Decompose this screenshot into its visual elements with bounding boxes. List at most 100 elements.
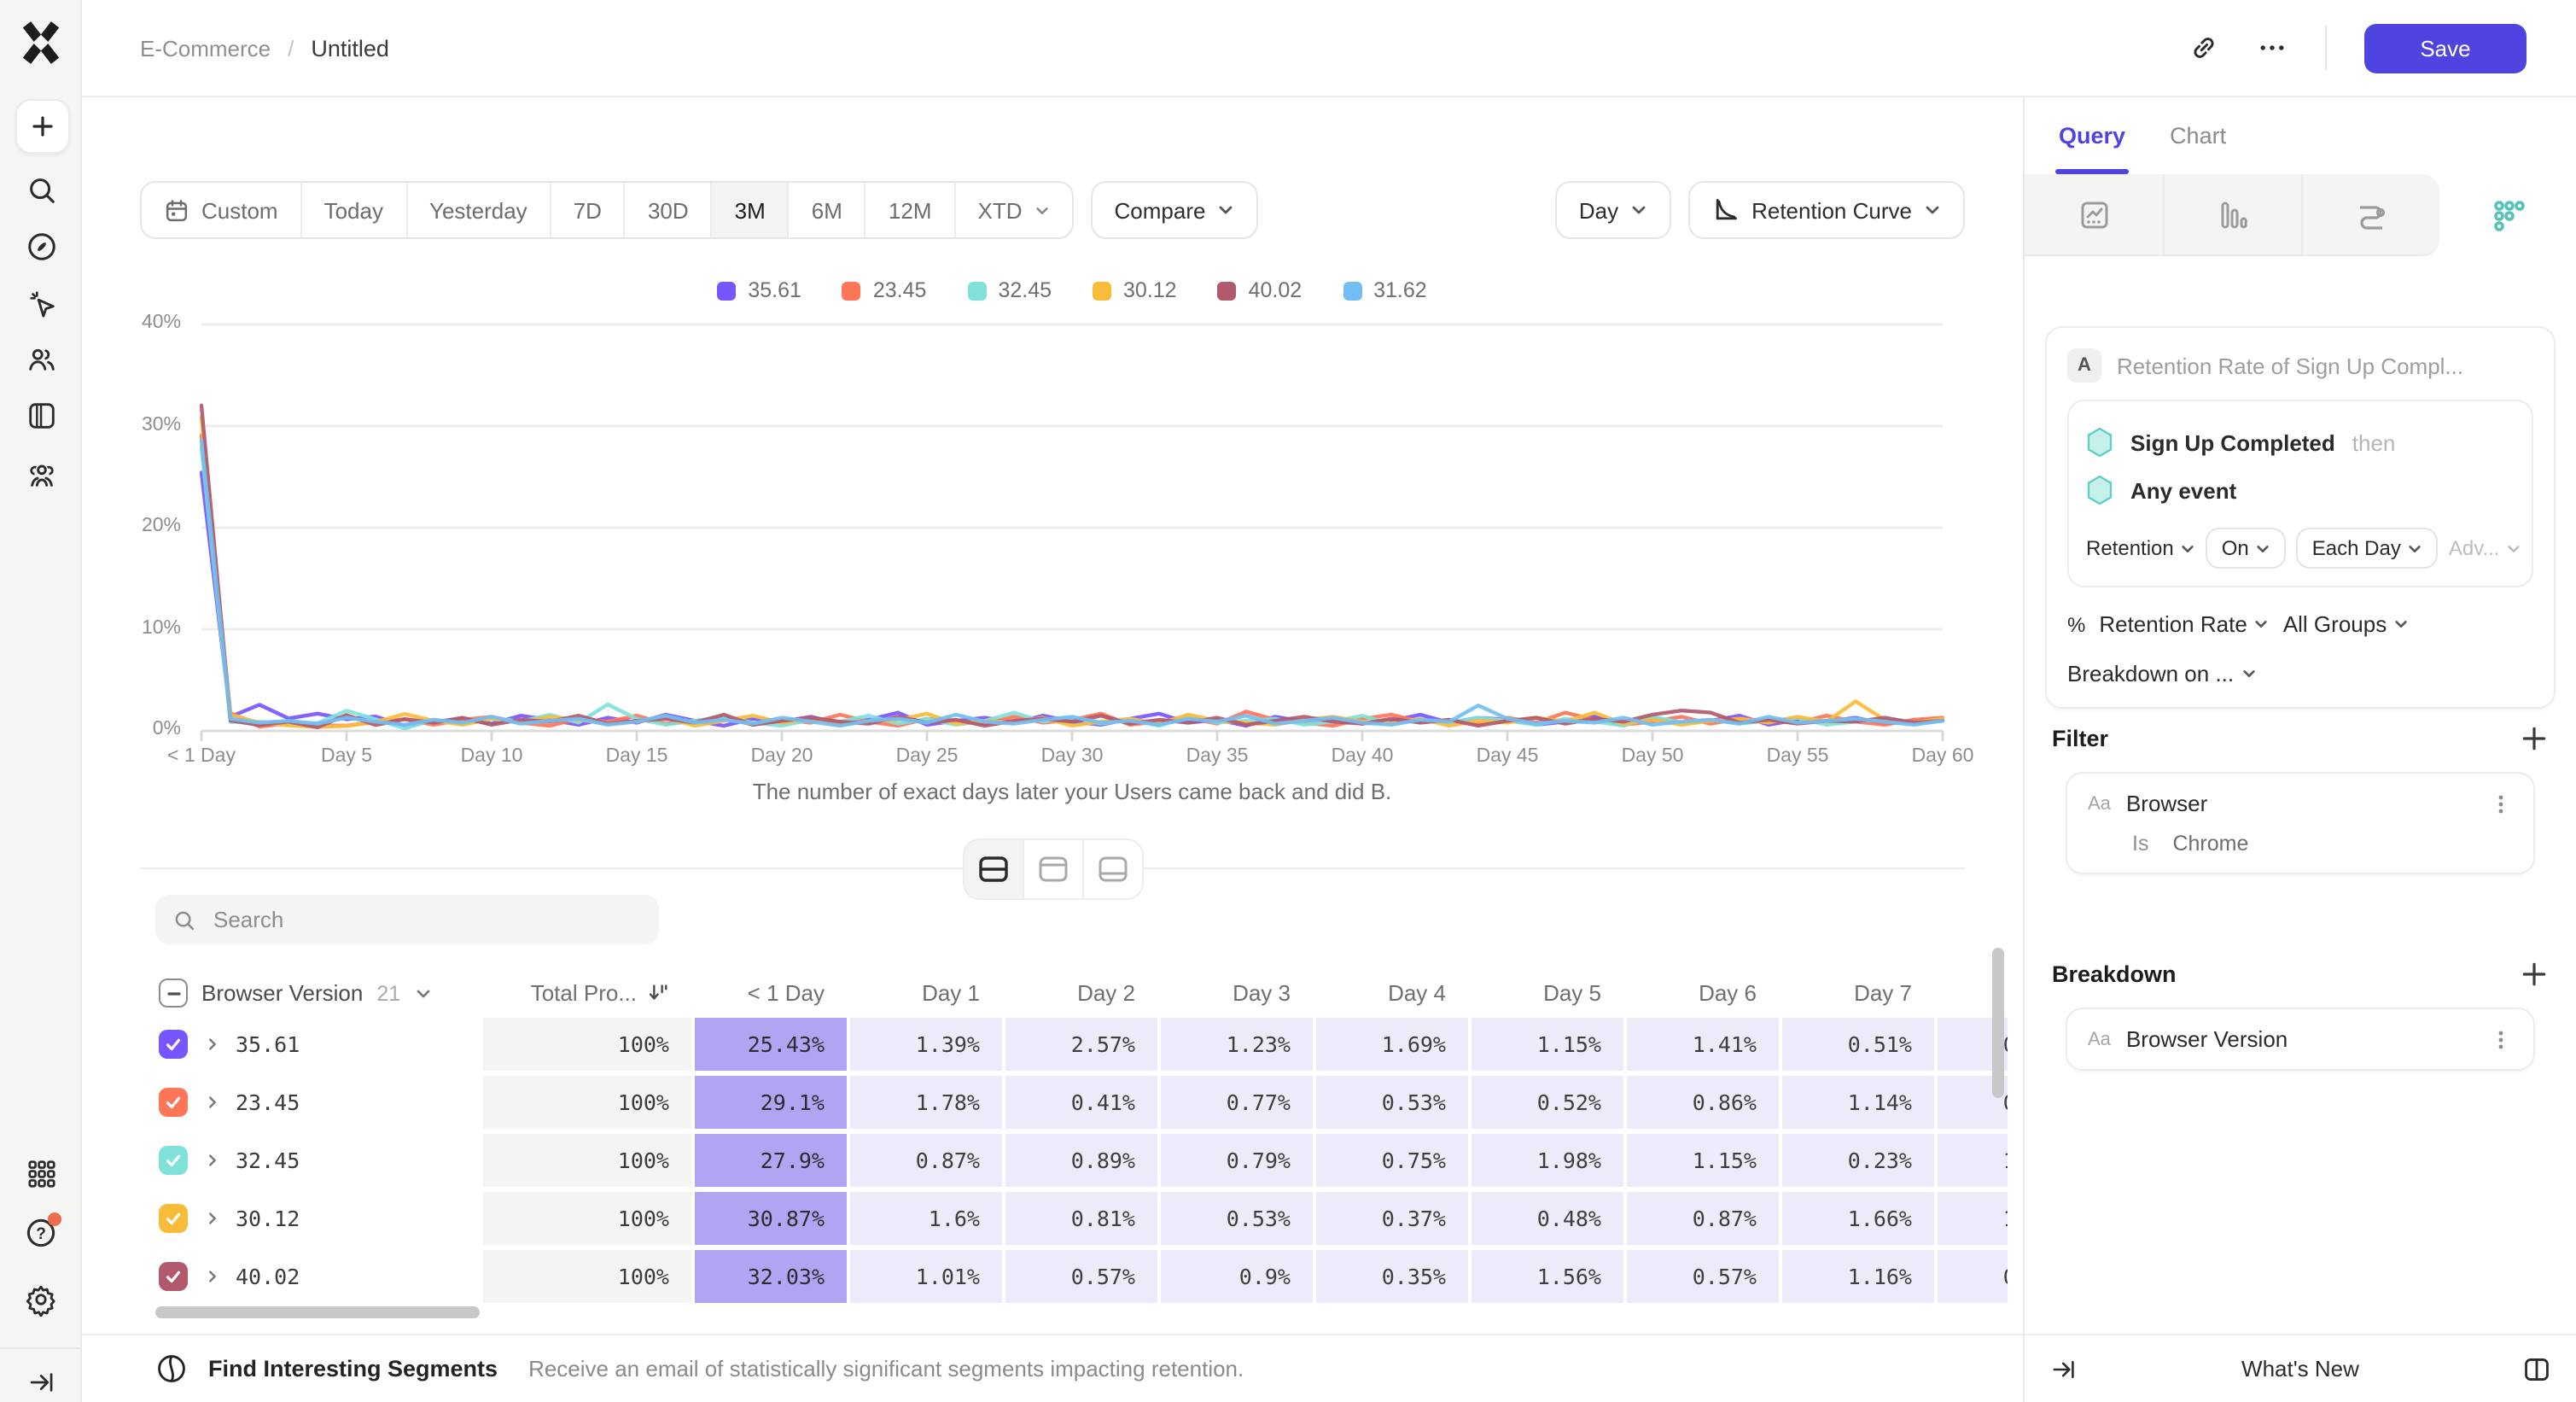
kebab-menu-icon[interactable] bbox=[2489, 792, 2513, 815]
filter-value[interactable]: Chrome bbox=[2172, 832, 2249, 856]
group-icon[interactable] bbox=[15, 449, 67, 500]
chevron-right-icon[interactable] bbox=[198, 1095, 225, 1110]
day-column-header[interactable]: Day 5 bbox=[1543, 980, 1601, 1006]
day-column-header[interactable]: Day 6 bbox=[1699, 980, 1757, 1006]
mixpanel-logo-icon[interactable] bbox=[20, 20, 61, 65]
legend-item-30.12[interactable]: 30.12 bbox=[1093, 278, 1177, 302]
range-6m[interactable]: 6M bbox=[790, 183, 866, 237]
on-dropdown[interactable]: On bbox=[2206, 528, 2287, 569]
row-label[interactable]: 35.61 bbox=[236, 1031, 300, 1057]
group-column-header[interactable]: Browser Version 21 bbox=[201, 980, 431, 1006]
range-yesterday[interactable]: Yesterday bbox=[407, 183, 551, 237]
row-checkbox[interactable] bbox=[159, 1262, 188, 1291]
range-xtd[interactable]: XTD bbox=[956, 183, 1072, 237]
day-column-header[interactable]: Day 4 bbox=[1388, 980, 1446, 1006]
range-today[interactable]: Today bbox=[302, 183, 407, 237]
breadcrumb-project[interactable]: E-Commerce bbox=[140, 35, 271, 61]
kebab-menu-icon[interactable] bbox=[2489, 1027, 2513, 1051]
help-icon[interactable]: ? bbox=[15, 1207, 67, 1259]
chevron-right-icon[interactable] bbox=[198, 1269, 225, 1284]
range-7d[interactable]: 7D bbox=[551, 183, 626, 237]
row-label[interactable]: 30.12 bbox=[236, 1206, 300, 1231]
funnels-report-icon[interactable] bbox=[2163, 174, 2301, 254]
legend-item-35.61[interactable]: 35.61 bbox=[717, 278, 801, 302]
chevron-right-icon[interactable] bbox=[198, 1211, 225, 1226]
layout-chart-view-icon[interactable] bbox=[1023, 840, 1083, 898]
step-row-return-event[interactable]: Any event bbox=[2086, 466, 2515, 514]
row-checkbox[interactable] bbox=[159, 1204, 188, 1233]
report-toolbar: Custom Today Yesterday 7D 30D 3M 6M 12M XTD Comp… bbox=[140, 181, 1965, 239]
row-checkbox[interactable] bbox=[159, 1088, 188, 1117]
add-breakdown-icon[interactable] bbox=[2520, 960, 2549, 989]
settings-gear-icon[interactable] bbox=[15, 1274, 67, 1325]
users-icon[interactable] bbox=[15, 333, 67, 384]
legend-item-31.62[interactable]: 31.62 bbox=[1343, 278, 1427, 302]
add-filter-icon[interactable] bbox=[2520, 724, 2549, 753]
day-column-header[interactable]: < 1 Day bbox=[747, 980, 825, 1006]
row-checkbox[interactable] bbox=[159, 1146, 188, 1175]
groups-dropdown[interactable]: All Groups bbox=[2283, 611, 2409, 637]
range-custom[interactable]: Custom bbox=[142, 183, 302, 237]
compare-button[interactable]: Compare bbox=[1090, 181, 1259, 239]
flows-report-icon[interactable] bbox=[2301, 174, 2439, 254]
notebook-icon[interactable] bbox=[15, 389, 67, 441]
split-panel-icon[interactable] bbox=[2523, 1355, 2550, 1382]
legend-item-23.45[interactable]: 23.45 bbox=[842, 278, 926, 302]
day-column-header[interactable]: Day 3 bbox=[1233, 980, 1291, 1006]
row-label[interactable]: 23.45 bbox=[236, 1089, 300, 1115]
apps-grid-icon[interactable] bbox=[15, 1148, 67, 1199]
insights-report-icon[interactable] bbox=[2025, 174, 2163, 254]
cursor-click-icon[interactable] bbox=[15, 277, 67, 328]
breakdown-property-name[interactable]: Browser Version bbox=[2125, 1026, 2288, 1052]
advanced-dropdown[interactable]: Adv... bbox=[2449, 536, 2522, 560]
compass-icon[interactable] bbox=[15, 220, 67, 272]
save-button[interactable]: Save bbox=[2364, 23, 2526, 73]
range-30d[interactable]: 30D bbox=[626, 183, 713, 237]
collapse-panel-icon[interactable] bbox=[2050, 1355, 2078, 1382]
find-segments-link[interactable]: Find Interesting Segments bbox=[208, 1356, 498, 1382]
range-12m[interactable]: 12M bbox=[866, 183, 956, 237]
tab-chart[interactable]: Chart bbox=[2170, 123, 2227, 149]
create-new-button[interactable] bbox=[15, 99, 70, 154]
notification-dot bbox=[48, 1212, 61, 1226]
more-options-icon[interactable] bbox=[2257, 32, 2288, 63]
horizontal-scrollbar[interactable] bbox=[155, 1306, 480, 1318]
chevron-right-icon[interactable] bbox=[198, 1153, 225, 1168]
search-input[interactable] bbox=[210, 905, 642, 934]
retention-type-dropdown[interactable]: Retention bbox=[2086, 536, 2196, 560]
layout-table-view-icon[interactable] bbox=[1083, 840, 1141, 898]
legend-item-32.45[interactable]: 32.45 bbox=[967, 278, 1052, 302]
vertical-scrollbar[interactable] bbox=[1992, 948, 2004, 1098]
total-column-header[interactable]: Total Pro... bbox=[483, 967, 691, 1019]
day-column-header[interactable]: Day 2 bbox=[1077, 980, 1135, 1006]
breadcrumb-page-title[interactable]: Untitled bbox=[311, 35, 389, 61]
layout-split-view-icon[interactable] bbox=[964, 840, 1023, 898]
row-label[interactable]: 40.02 bbox=[236, 1264, 300, 1289]
legend-swatch bbox=[1093, 281, 1111, 300]
tab-query[interactable]: Query bbox=[2054, 97, 2130, 174]
retention-cell: 29.1% bbox=[760, 1089, 825, 1115]
retention-report-icon[interactable] bbox=[2439, 174, 2576, 256]
row-label[interactable]: 32.45 bbox=[236, 1148, 300, 1173]
granularity-button[interactable]: Day bbox=[1554, 181, 1672, 239]
chart-type-button[interactable]: Retention Curve bbox=[1688, 181, 1965, 239]
legend-item-40.02[interactable]: 40.02 bbox=[1217, 278, 1302, 302]
chevron-right-icon[interactable] bbox=[198, 1037, 225, 1052]
total-cell: 100% bbox=[617, 1206, 669, 1231]
collapse-sidebar-icon[interactable] bbox=[15, 1356, 67, 1402]
whats-new-link[interactable]: What's New bbox=[2241, 1356, 2359, 1382]
each-day-dropdown[interactable]: Each Day bbox=[2296, 528, 2439, 569]
filter-property-name[interactable]: Browser bbox=[2125, 791, 2208, 816]
metric-dropdown[interactable]: Retention Rate bbox=[2099, 611, 2269, 637]
step-row-first-event[interactable]: Sign Up Completed then bbox=[2086, 418, 2515, 466]
range-3m[interactable]: 3M bbox=[712, 183, 790, 237]
filter-operator[interactable]: Is bbox=[2132, 832, 2149, 856]
day-column-header[interactable]: Day 1 bbox=[922, 980, 980, 1006]
select-all-checkbox[interactable] bbox=[159, 978, 188, 1008]
day-column-header[interactable]: Day 7 bbox=[1854, 980, 1912, 1006]
search-icon[interactable] bbox=[15, 164, 67, 215]
row-checkbox[interactable] bbox=[159, 1030, 188, 1059]
breakdown-on-dropdown[interactable]: Breakdown on ... bbox=[2067, 661, 2256, 686]
copy-link-icon[interactable] bbox=[2188, 32, 2219, 63]
query-title[interactable]: Retention Rate of Sign Up Compl... bbox=[2117, 353, 2464, 378]
